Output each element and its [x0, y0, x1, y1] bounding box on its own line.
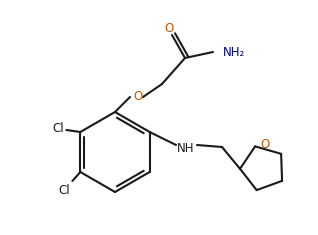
Text: Cl: Cl	[52, 121, 64, 134]
Text: NH₂: NH₂	[223, 46, 245, 59]
Text: Cl: Cl	[59, 184, 70, 196]
Text: O: O	[260, 138, 270, 151]
Text: O: O	[164, 21, 174, 35]
Text: NH: NH	[177, 141, 195, 154]
Text: O: O	[133, 90, 143, 103]
